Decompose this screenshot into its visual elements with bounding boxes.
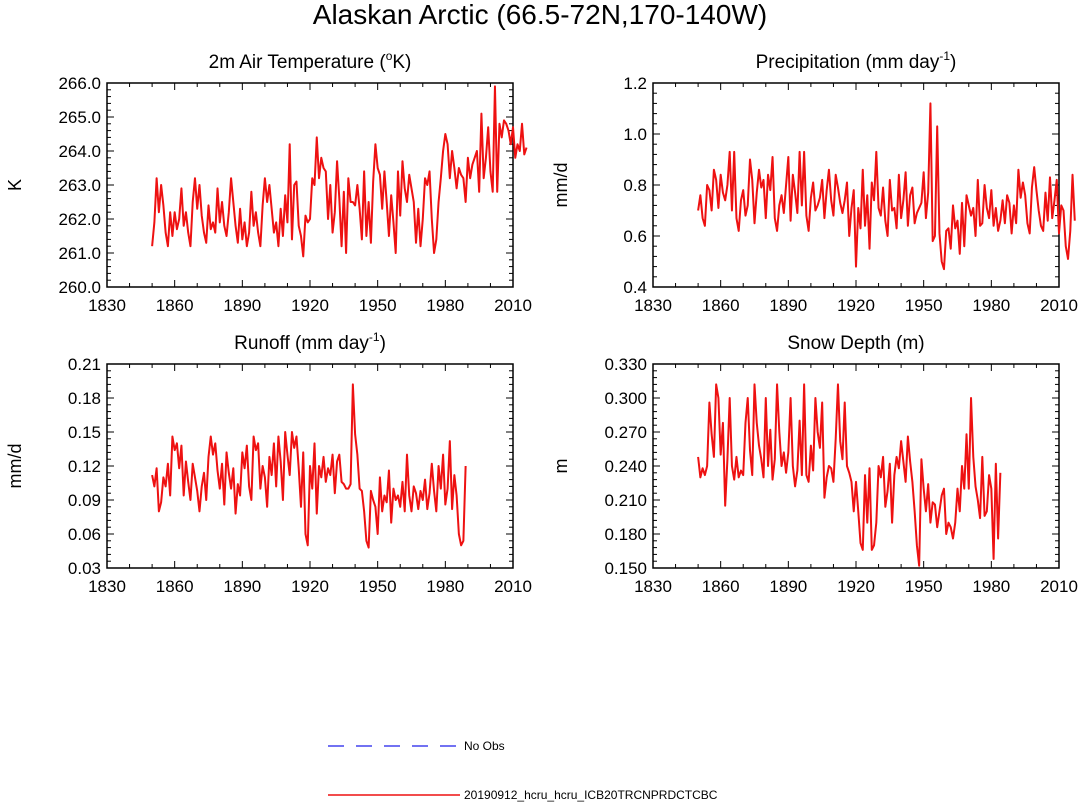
snow-depth-y-axis-label: m bbox=[551, 459, 571, 474]
temperature-ytick-label: 265.0 bbox=[58, 108, 101, 127]
precipitation-title-main: Precipitation (mm day bbox=[756, 52, 940, 73]
temperature-ytick-label: 264.0 bbox=[58, 142, 101, 161]
runoff-xtick-label: 1890 bbox=[223, 577, 261, 596]
temperature-xtick-label: 2010 bbox=[494, 296, 532, 315]
snow-depth-xtick-label: 2010 bbox=[1040, 577, 1078, 596]
runoff-xtick-label: 1980 bbox=[426, 577, 464, 596]
legend-label-no-obs: No Obs bbox=[464, 739, 505, 753]
precipitation-xtick-label: 1950 bbox=[905, 296, 943, 315]
snow-depth-xtick-label: 1830 bbox=[634, 577, 672, 596]
runoff-title-main: Runoff (mm day bbox=[234, 333, 369, 354]
snow-depth-xtick-label: 1920 bbox=[837, 577, 875, 596]
snow-depth-ytick-label: 0.180 bbox=[604, 525, 647, 544]
precipitation-ytick-label: 0.8 bbox=[623, 176, 647, 195]
snow-depth-title-main: Snow Depth (m) bbox=[787, 333, 924, 354]
runoff-ytick-label: 0.15 bbox=[68, 423, 101, 442]
runoff-xtick-label: 1950 bbox=[359, 577, 397, 596]
runoff-panel-title: Runoff (mm day-1) bbox=[234, 330, 386, 354]
temperature-title-tail: K) bbox=[392, 52, 411, 73]
panel-temperature: 1830 1860 1890 1920 1950 1980 2010 260.0 261.0 26… bbox=[5, 49, 532, 315]
legend-label-model: 20190912_hcru_hcru_ICB20TRCNPRDCTCBC bbox=[464, 788, 718, 802]
snow-depth-ytick-label: 0.240 bbox=[604, 457, 647, 476]
runoff-xtick-label: 1860 bbox=[156, 577, 194, 596]
snow-depth-xtick-label: 1890 bbox=[769, 577, 807, 596]
runoff-xtick-label: 1830 bbox=[88, 577, 126, 596]
temperature-series-line bbox=[151, 85, 528, 258]
panel-precipitation: 1830 1860 1890 1920 1950 1980 2010 0.4 0.6 0.8 1.0… bbox=[551, 49, 1078, 315]
precipitation-xtick-label: 1890 bbox=[769, 296, 807, 315]
runoff-y-axis-label: mm/d bbox=[5, 444, 25, 489]
snow-depth-series-line bbox=[697, 383, 1002, 567]
runoff-ytick-label: 0.12 bbox=[68, 457, 101, 476]
precipitation-xtick-label: 1830 bbox=[634, 296, 672, 315]
temperature-xtick-label: 1860 bbox=[156, 296, 194, 315]
temperature-xtick-label: 1830 bbox=[88, 296, 126, 315]
panel-snow-depth: 1830 1860 1890 1920 1950 1980 2010 0.150 0.180 0.… bbox=[551, 333, 1078, 596]
temperature-ytick-label: 260.0 bbox=[58, 278, 101, 297]
snow-depth-ytick-label: 0.330 bbox=[604, 355, 647, 374]
precipitation-y-axis-label: mm/d bbox=[551, 163, 571, 208]
precipitation-ytick-label: 1.0 bbox=[623, 125, 647, 144]
snow-depth-ytick-label: 0.210 bbox=[604, 491, 647, 510]
precipitation-title-superscript: -1 bbox=[939, 49, 950, 63]
precipitation-xtick-label: 2010 bbox=[1040, 296, 1078, 315]
temperature-panel-title: 2m Air Temperature (oK) bbox=[209, 49, 412, 73]
temperature-y-axis-label: K bbox=[5, 179, 25, 191]
temperature-plot-frame bbox=[106, 82, 514, 288]
runoff-xtick-label: 1920 bbox=[291, 577, 329, 596]
temperature-xtick-label: 1920 bbox=[291, 296, 329, 315]
precipitation-panel-title: Precipitation (mm day-1) bbox=[756, 49, 957, 73]
precipitation-series-line bbox=[697, 102, 1076, 271]
temperature-ytick-label: 262.0 bbox=[58, 210, 101, 229]
precipitation-title-tail: ) bbox=[950, 52, 956, 73]
runoff-ytick-label: 0.06 bbox=[68, 525, 101, 544]
snow-depth-xtick-label: 1950 bbox=[905, 577, 943, 596]
runoff-title-superscript: -1 bbox=[369, 330, 380, 344]
precipitation-ytick-label: 0.4 bbox=[623, 278, 647, 297]
snow-depth-ytick-label: 0.150 bbox=[604, 559, 647, 578]
temperature-title-superscript: o bbox=[386, 49, 393, 63]
legend: No Obs 20190912_hcru_hcru_ICB20TRCNPRDCT… bbox=[328, 739, 718, 802]
snow-depth-ytick-label: 0.300 bbox=[604, 389, 647, 408]
runoff-ytick-label: 0.03 bbox=[68, 559, 101, 578]
runoff-xtick-label: 2010 bbox=[494, 577, 532, 596]
snow-depth-xtick-label: 1860 bbox=[702, 577, 740, 596]
runoff-series-line bbox=[151, 383, 467, 549]
precipitation-ytick-label: 1.2 bbox=[623, 74, 647, 93]
runoff-title-tail: ) bbox=[380, 333, 386, 354]
precipitation-ytick-label: 0.6 bbox=[623, 227, 647, 246]
figure-title: Alaskan Arctic (66.5-72N,170-140W) bbox=[313, 0, 767, 30]
runoff-ytick-label: 0.18 bbox=[68, 389, 101, 408]
snow-depth-xtick-label: 1980 bbox=[972, 577, 1010, 596]
temperature-ytick-label: 263.0 bbox=[58, 176, 101, 195]
temperature-ytick-label: 261.0 bbox=[58, 244, 101, 263]
temperature-xtick-label: 1950 bbox=[359, 296, 397, 315]
temperature-xtick-label: 1890 bbox=[223, 296, 261, 315]
snow-depth-ytick-label: 0.270 bbox=[604, 423, 647, 442]
precipitation-xtick-label: 1980 bbox=[972, 296, 1010, 315]
panel-runoff: 1830 1860 1890 1920 1950 1980 2010 0.03 0.06 0.09… bbox=[5, 330, 532, 596]
temperature-title-main: 2m Air Temperature ( bbox=[209, 52, 387, 73]
temperature-ytick-label: 266.0 bbox=[58, 74, 101, 93]
panels: 1830 1860 1890 1920 1950 1980 2010 260.0 261.0 26… bbox=[5, 49, 1078, 596]
precipitation-xtick-label: 1920 bbox=[837, 296, 875, 315]
runoff-ytick-label: 0.21 bbox=[68, 355, 101, 374]
temperature-xtick-label: 1980 bbox=[426, 296, 464, 315]
precipitation-xtick-label: 1860 bbox=[702, 296, 740, 315]
snow-depth-panel-title: Snow Depth (m) bbox=[787, 333, 924, 354]
runoff-ytick-label: 0.09 bbox=[68, 491, 101, 510]
